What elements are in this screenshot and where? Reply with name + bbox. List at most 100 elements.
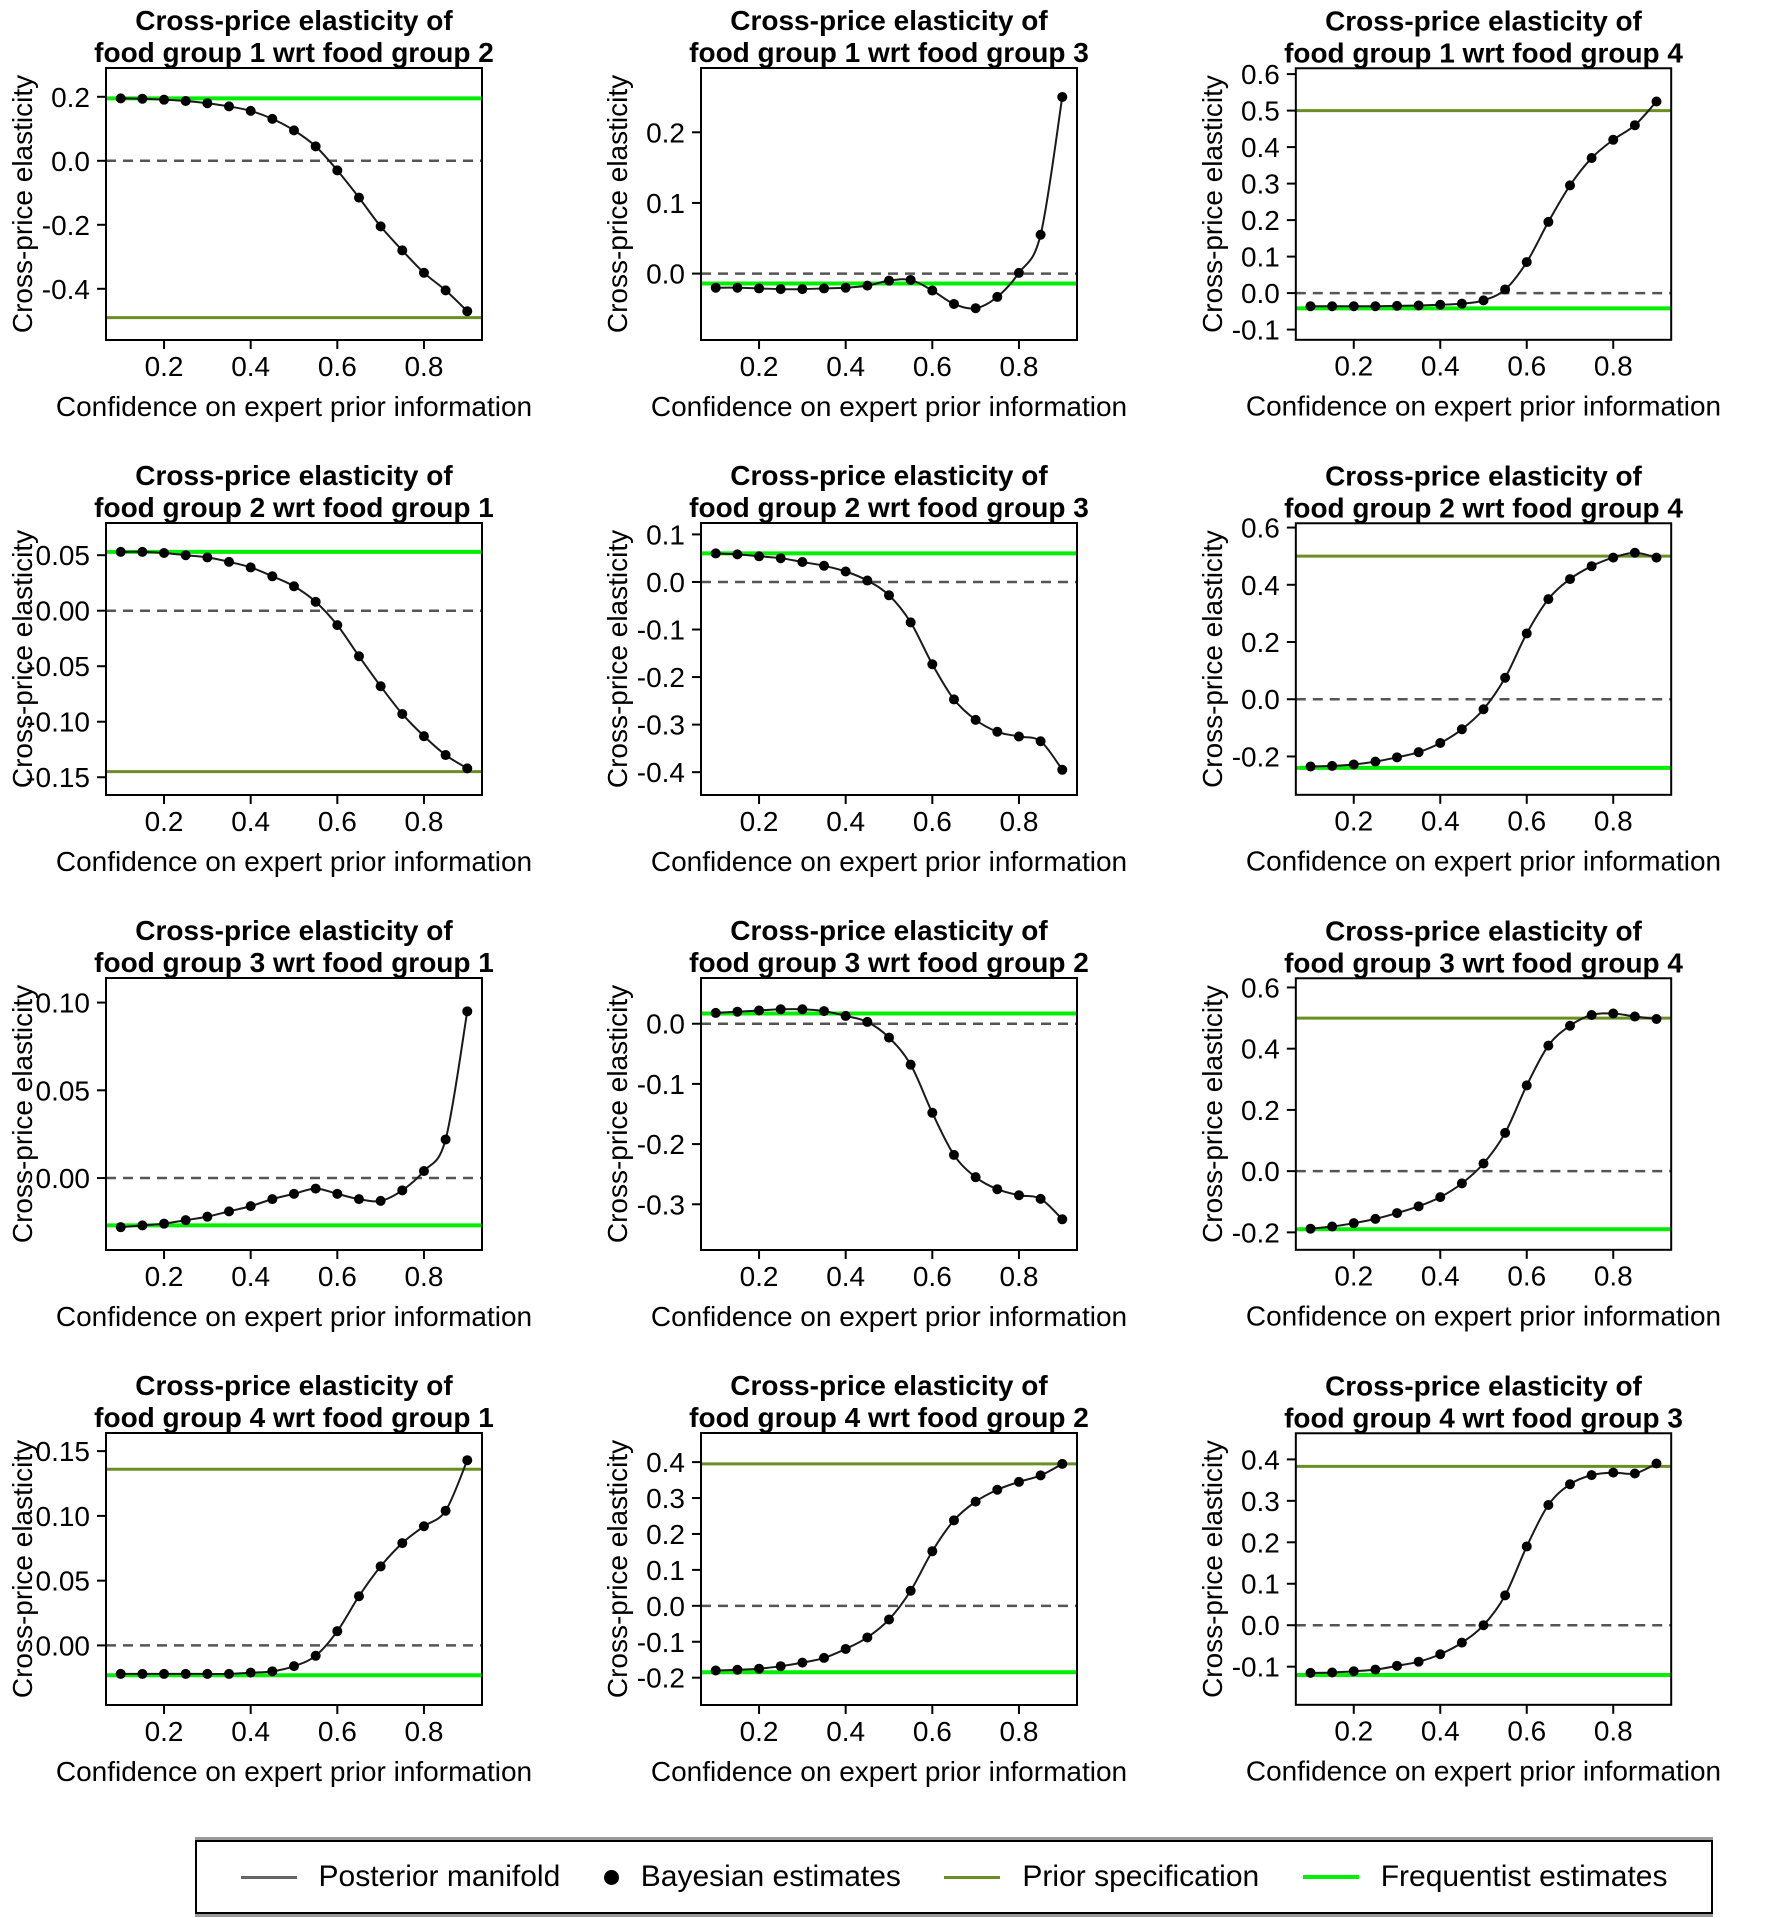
bayesian-estimate-point (1370, 1213, 1381, 1224)
bayesian-estimate-point (310, 1183, 321, 1194)
bayesian-estimate-point (1565, 180, 1575, 191)
bayesian-estimate-point (710, 282, 721, 293)
bayesian-estimate-point (1057, 764, 1068, 775)
bayesian-estimate-point (797, 556, 808, 567)
legend-item-bayesian-estimates: Bayesian estimates (603, 1860, 901, 1894)
x-axis-ticks: 0.2 0.4 0.6 0.8 (740, 1250, 1038, 1292)
bayesian-estimate-point (775, 284, 786, 295)
x-tick-label: 0.8 (999, 806, 1038, 837)
bayesian-estimate-point (862, 1016, 873, 1027)
panel-title-line1: Cross-price elasticity of (1325, 915, 1642, 946)
y-tick-label: 0.6 (1241, 59, 1280, 90)
y-tick-label: 0.05 (36, 1566, 91, 1597)
posterior-manifold-curve (1310, 1462, 1657, 1674)
bayesian-estimate-point (927, 1107, 938, 1118)
bayesian-estimate-points (1305, 1458, 1662, 1678)
bayesian-estimate-point (884, 1614, 894, 1625)
bayesian-estimate-point (1327, 1221, 1338, 1232)
bayesian-estimate-point (440, 285, 451, 296)
legend-label-bayesian-estimates: Bayesian estimates (640, 1860, 901, 1893)
bayesian-estimate-point (1565, 1479, 1575, 1490)
bayesian-estimate-point (1013, 267, 1024, 278)
bayesian-estimate-point (775, 1661, 786, 1672)
bayesian-estimate-point (1478, 1158, 1489, 1169)
panel-title-line1: Cross-price elasticity of (135, 1370, 453, 1401)
bayesian-estimate-point (992, 726, 1003, 737)
y-axis-label: Cross-price elasticity (7, 985, 38, 1243)
x-tick-label: 0.2 (1334, 351, 1373, 382)
x-axis-label: Confidence on expert prior information (1246, 846, 1721, 877)
bayesian-estimate-points (115, 546, 473, 774)
panel-title-line2: food group 2 wrt food group 1 (94, 492, 494, 523)
x-tick-label: 0.4 (826, 1261, 865, 1292)
y-tick-label: -0.1 (1232, 315, 1280, 346)
bayesian-estimate-point (245, 1667, 256, 1678)
bayesian-estimate-point (353, 192, 364, 203)
bayesian-estimate-point (202, 552, 213, 563)
y-tick-label: -0.1 (637, 615, 685, 646)
y-tick-label: 0.5 (1241, 96, 1280, 127)
bayesian-estimate-point (927, 1546, 938, 1557)
y-tick-label: 0.2 (1241, 1527, 1280, 1558)
x-axis-label: Confidence on expert prior information (56, 846, 532, 877)
bayesian-estimate-point (159, 547, 170, 558)
bayesian-estimate-points (710, 1004, 1068, 1225)
posterior-manifold-curve (120, 1459, 469, 1676)
y-tick-label: 0.10 (36, 1501, 91, 1532)
y-tick-label: 0.2 (1241, 205, 1280, 236)
bayesian-estimate-point (1629, 1011, 1640, 1022)
y-axis-label: Cross-price elasticity (1197, 530, 1228, 788)
y-tick-label: -0.2 (42, 210, 90, 241)
panel-title-line2: food group 1 wrt food group 4 (1284, 37, 1683, 68)
y-axis-ticks: 0.4 0.3 0.2 0.1 0.0 -0.1 (1232, 1444, 1296, 1683)
bayesian-estimate-point (840, 566, 851, 577)
bayesian-estimate-point (840, 1643, 851, 1654)
y-axis-label: Cross-price elasticity (7, 75, 38, 333)
bayesian-estimate-point (1305, 1223, 1316, 1234)
y-axis-label: Cross-price elasticity (7, 530, 38, 788)
bayesian-estimate-point (1543, 1040, 1554, 1051)
y-tick-label: 0.2 (646, 1519, 685, 1550)
legend-item-prior-specification: Prior specification (944, 1860, 1259, 1894)
panel-title-line2: food group 4 wrt food group 3 (1284, 1402, 1683, 1433)
panel-title-line2: food group 2 wrt food group 3 (689, 492, 1089, 523)
y-axis-label: Cross-price elasticity (602, 1440, 633, 1698)
plot-box (700, 977, 1078, 1251)
legend-item-frequentist-estimates: Frequentist estimates (1302, 1860, 1667, 1894)
y-tick-label: 0.0 (646, 1009, 685, 1040)
x-axis-ticks: 0.2 0.4 0.6 0.8 (145, 1250, 443, 1292)
bayesian-estimate-point (710, 1665, 721, 1676)
x-tick-label: 0.6 (1507, 806, 1546, 837)
bayesian-estimate-point (202, 98, 213, 109)
bayesian-estimate-point (1543, 216, 1554, 227)
bayesian-estimate-points (1305, 547, 1662, 772)
bayesian-estimate-point (1521, 628, 1532, 639)
bayesian-estimate-point (1327, 760, 1338, 771)
x-tick-label: 0.2 (740, 1261, 779, 1292)
bayesian-estimate-point (948, 298, 959, 309)
bayesian-estimate-point (1435, 299, 1446, 310)
bayesian-estimate-point (775, 1004, 786, 1015)
y-axis-ticks: 0.00 0.05 0.10 (36, 988, 106, 1194)
panel-title-line1: Cross-price elasticity of (730, 5, 1048, 36)
x-tick-label: 0.4 (231, 1261, 270, 1292)
y-tick-label: 0.00 (36, 1163, 91, 1194)
x-tick-label: 0.6 (318, 351, 357, 382)
x-tick-label: 0.2 (740, 351, 779, 382)
bayesian-estimate-point (332, 1188, 343, 1199)
bayesian-estimate-point (289, 1661, 299, 1672)
x-axis-label: Confidence on expert prior information (1246, 391, 1721, 422)
bayesian-estimate-point (754, 551, 765, 562)
y-tick-label: 0.6 (1241, 972, 1280, 1003)
y-tick-label: 0.2 (646, 117, 685, 148)
bayesian-estimate-point (992, 1484, 1003, 1495)
bayesian-estimate-point (1370, 301, 1381, 312)
bayesian-estimate-point (245, 105, 256, 116)
bayesian-estimate-point (137, 93, 148, 104)
bayesian-estimate-point (375, 681, 386, 692)
plot-box (1294, 1432, 1673, 1706)
y-axis-label: Cross-price elasticity (602, 985, 633, 1243)
y-tick-label: -0.1 (637, 1627, 685, 1658)
